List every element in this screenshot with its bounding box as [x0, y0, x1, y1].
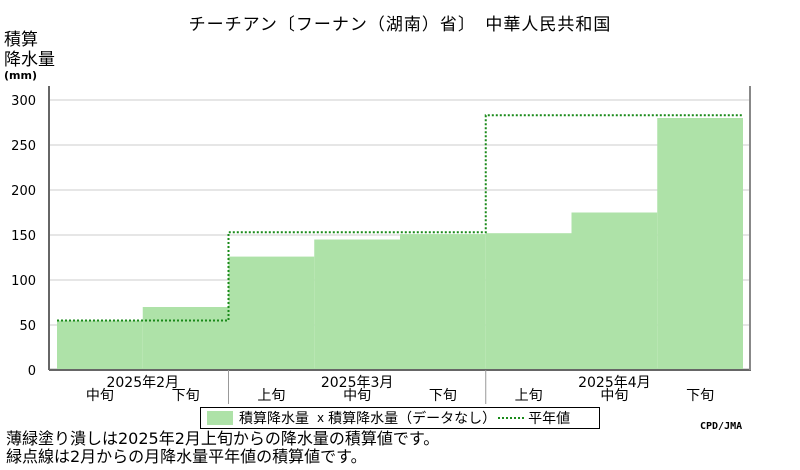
y-tick-label: 300 — [11, 94, 36, 109]
x-tick-label: 中旬 — [600, 388, 628, 404]
y-tick-label: 0 — [28, 364, 36, 379]
month-label: 2025年4月 — [578, 375, 651, 391]
precip-bar — [57, 320, 143, 370]
x-tick-label: 中旬 — [343, 388, 371, 404]
note-fill: 薄緑塗り潰しは2025年2月上旬からの降水量の積算値です。 — [6, 429, 440, 448]
legend-missing-label: 積算降水量（データなし） — [328, 411, 497, 427]
precip-bar — [314, 239, 400, 370]
x-tick-label: 下旬 — [686, 388, 714, 404]
x-tick-label: 下旬 — [172, 388, 200, 404]
precip-bar — [142, 307, 229, 370]
month-label: 2025年2月 — [106, 375, 179, 391]
credit-label: CPD/JMA — [700, 421, 743, 432]
y-axis-label-line1: 積算 — [4, 30, 38, 50]
y-axis-unit: (mm) — [4, 69, 37, 82]
x-tick-label: 上旬 — [515, 388, 543, 404]
precip-bar — [657, 118, 743, 370]
x-tick-label: 下旬 — [429, 388, 457, 404]
precip-bar — [485, 233, 572, 370]
precip-bar — [228, 256, 315, 370]
legend-area-swatch — [207, 411, 233, 425]
x-tick-label: 上旬 — [257, 388, 285, 404]
month-label: 2025年3月 — [321, 375, 394, 391]
note-dotted-line: 緑点線は2月からの月降水量平年値の積算値です。 — [6, 447, 367, 466]
y-tick-label: 100 — [11, 274, 36, 289]
y-axis-label-line2: 降水量 — [4, 50, 55, 70]
legend-area-label: 積算降水量 — [239, 411, 309, 427]
y-tick-label: 250 — [11, 139, 36, 154]
legend-normal-line-swatch — [498, 417, 525, 419]
notes: 薄緑塗り潰しは2025年2月上旬からの降水量の積算値です。 緑点線は2月からの月… — [6, 430, 439, 466]
y-axis-label: 積算 降水量 (mm) — [4, 30, 55, 82]
legend-normal-label: 平年値 — [528, 411, 571, 427]
x-tick-label: 中旬 — [86, 388, 114, 404]
y-tick-label: 50 — [19, 319, 36, 334]
precip-bar — [571, 212, 658, 370]
legend-missing-marker: x — [317, 411, 325, 425]
precip-bar — [400, 234, 486, 370]
y-tick-label: 150 — [11, 229, 36, 244]
y-tick-label: 200 — [11, 184, 36, 199]
normal-line — [57, 114, 743, 322]
chart-title: チーチアン〔フーナン（湖南）省〕 中華人民共和国 — [188, 15, 612, 35]
legend: 積算降水量 x 積算降水量（データなし） 平年値 — [200, 407, 600, 429]
